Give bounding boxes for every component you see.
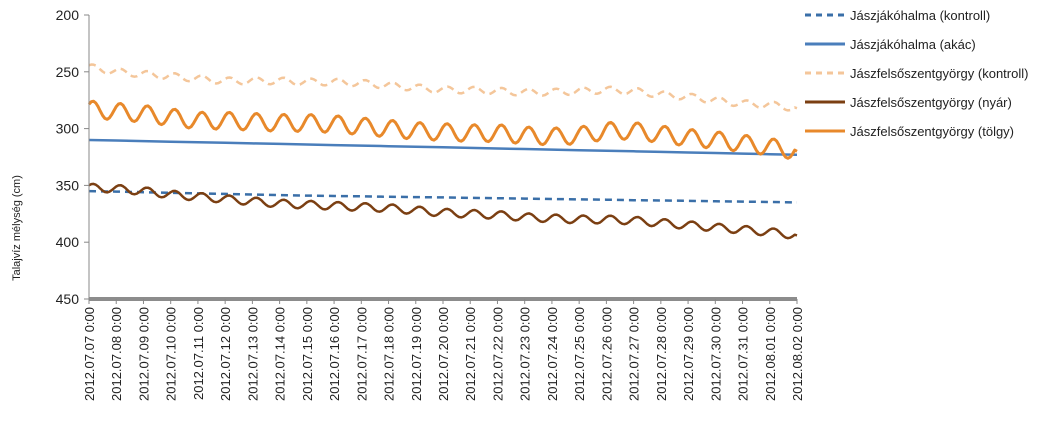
x-tick-label: 2012.07.18 0:00 [382, 307, 397, 401]
x-tick-label: 2012.07.16 0:00 [327, 307, 342, 401]
x-tick-label: 2012.07.14 0:00 [273, 307, 288, 401]
legend: Jászjákóhalma (kontroll) Jászjákóhalma (a… [805, 8, 1028, 139]
series-line-4 [88, 182, 798, 240]
legend-label-3: Jászfelsőszentgyörgy (kontroll) [850, 66, 1028, 81]
x-tick-label: 2012.07.15 0:00 [300, 307, 315, 401]
legend-label-1: Jászjákóhalma (kontroll) [850, 8, 990, 23]
y-tick-label: 400 [56, 234, 80, 250]
x-tick-label: 2012.07.20 0:00 [436, 307, 451, 401]
y-tick-label: 200 [56, 7, 80, 23]
series-line-2 [88, 138, 798, 156]
x-tick-label: 2012.07.21 0:00 [463, 307, 478, 401]
x-tick-label: 2012.07.19 0:00 [409, 307, 424, 401]
x-tick-label: 2012.08.01 0:00 [763, 307, 778, 401]
x-tick-label: 2012.07.13 0:00 [245, 307, 260, 401]
x-tick-label: 2012.07.27 0:00 [627, 307, 642, 401]
x-tick-label: 2012.07.11 0:00 [191, 307, 206, 400]
x-tick-label: 2012.07.25 0:00 [572, 307, 587, 401]
y-tick-label: 250 [56, 64, 80, 80]
x-tick-label: 2012.07.09 0:00 [136, 307, 151, 401]
x-tick-label: 2012.07.17 0:00 [354, 307, 369, 401]
legend-label-2: Jászjákóhalma (akác) [850, 37, 976, 52]
series-line-5 [87, 99, 798, 160]
x-tick-label: 2012.07.28 0:00 [654, 307, 669, 401]
y-tick-label: 450 [56, 291, 80, 307]
y-tick-label: 350 [56, 177, 80, 193]
x-tick-label: 2012.07.10 0:00 [164, 307, 179, 401]
plot-area [87, 63, 798, 240]
x-tick-label: 2012.07.22 0:00 [490, 307, 505, 401]
x-tick-label: 2012.07.29 0:00 [681, 307, 696, 401]
x-tick-label: 2012.07.23 0:00 [518, 307, 533, 401]
x-tick-label: 2012.07.08 0:00 [109, 307, 124, 401]
x-tick-label: 2012.07.07 0:00 [82, 307, 97, 401]
x-tick-label: 2012.07.26 0:00 [599, 307, 614, 401]
x-tick-label: 2012.07.30 0:00 [708, 307, 723, 401]
series-line-3 [88, 63, 798, 112]
legend-label-5: Jászfelsőszentgyörgy (tölgy) [850, 124, 1014, 139]
x-tick-label: 2012.07.12 0:00 [218, 307, 233, 401]
y-tick-label: 300 [56, 121, 80, 137]
y-axis-label: Talajvíz mélység (cm) [11, 175, 23, 281]
series-line-1 [88, 189, 798, 204]
x-tick-label: 2012.08.02 0:00 [790, 307, 805, 401]
legend-label-4: Jászfelsőszentgyörgy (nyár) [850, 95, 1012, 110]
x-tick-label: 2012.07.31 0:00 [736, 307, 751, 401]
x-tick-label: 2012.07.24 0:00 [545, 307, 560, 401]
